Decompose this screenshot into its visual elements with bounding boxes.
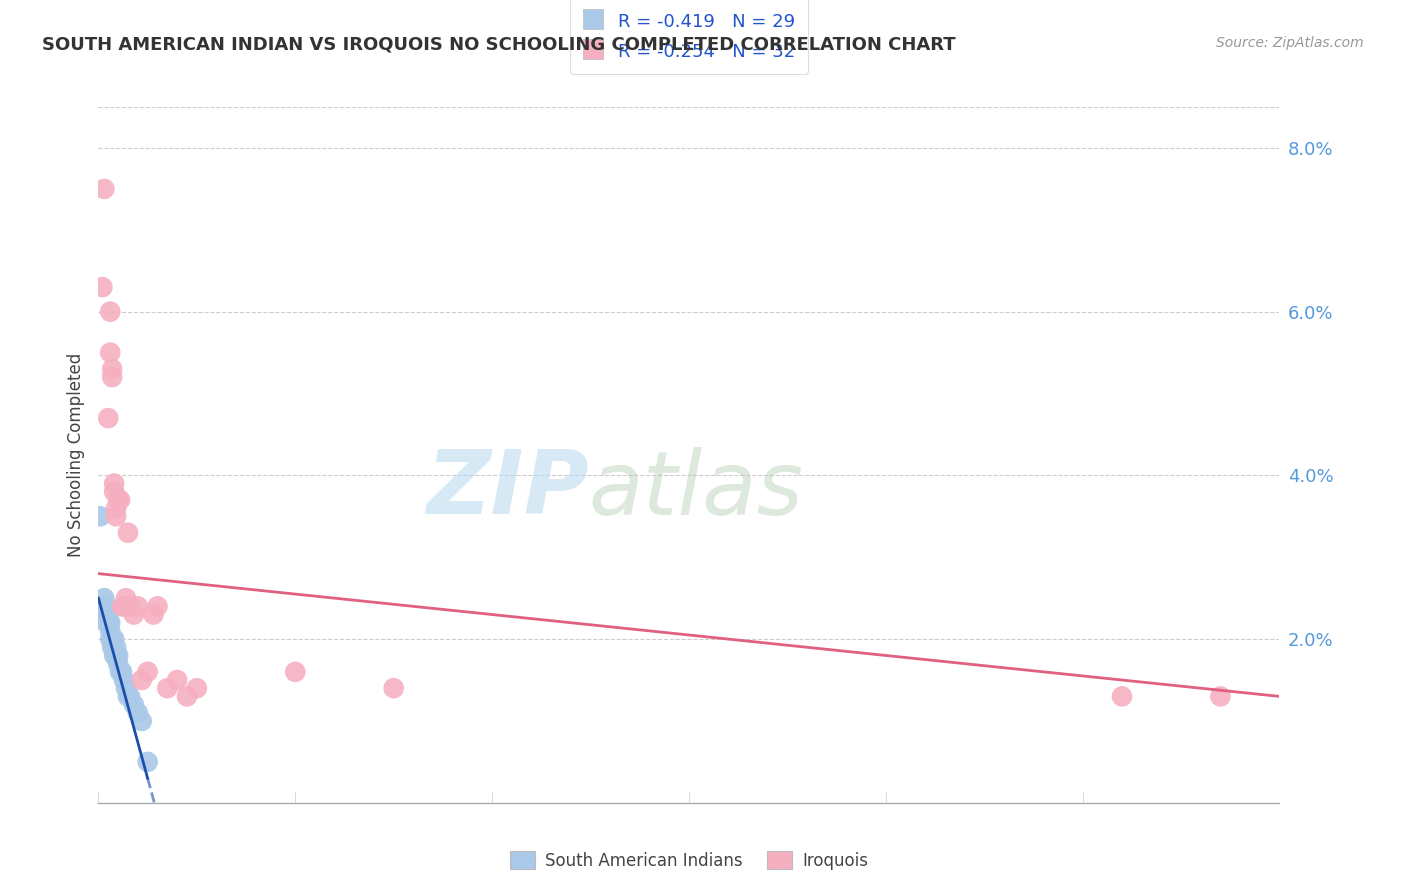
Point <box>101 370 124 384</box>
Point <box>117 525 139 540</box>
Text: ZIP: ZIP <box>426 446 589 533</box>
Point <box>91 607 114 622</box>
Point <box>105 501 128 516</box>
Point <box>101 632 124 646</box>
Text: SOUTH AMERICAN INDIAN VS IROQUOIS NO SCHOOLING COMPLETED CORRELATION CHART: SOUTH AMERICAN INDIAN VS IROQUOIS NO SCH… <box>42 36 956 54</box>
Point <box>127 599 149 614</box>
Point <box>118 690 141 704</box>
Point <box>98 345 121 359</box>
Point <box>93 599 115 614</box>
Point <box>103 648 125 663</box>
Text: Source: ZipAtlas.com: Source: ZipAtlas.com <box>1216 36 1364 50</box>
Point <box>105 648 128 663</box>
Point <box>107 648 129 663</box>
Point <box>136 665 159 679</box>
Point <box>1111 690 1133 704</box>
Point <box>103 632 125 646</box>
Point <box>186 681 208 696</box>
Point <box>97 411 120 425</box>
Point <box>97 615 120 630</box>
Point <box>131 714 153 728</box>
Point <box>1209 690 1232 704</box>
Point <box>98 615 121 630</box>
Point <box>101 640 124 655</box>
Point <box>108 492 131 507</box>
Point <box>112 673 135 687</box>
Point <box>142 607 165 622</box>
Point <box>146 599 169 614</box>
Point <box>96 615 118 630</box>
Point <box>93 182 115 196</box>
Point <box>176 690 198 704</box>
Point <box>105 509 128 524</box>
Point <box>136 755 159 769</box>
Point <box>98 632 121 646</box>
Legend: South American Indians, Iroquois: South American Indians, Iroquois <box>502 843 876 878</box>
Point <box>122 698 145 712</box>
Point <box>166 673 188 687</box>
Point <box>96 607 118 622</box>
Point <box>156 681 179 696</box>
Point <box>115 681 138 696</box>
Point <box>382 681 405 696</box>
Point <box>107 657 129 671</box>
Point <box>118 599 141 614</box>
Point <box>111 665 134 679</box>
Point <box>112 599 135 614</box>
Point <box>107 492 129 507</box>
Point <box>103 484 125 499</box>
Point <box>115 591 138 606</box>
Point <box>101 362 124 376</box>
Point <box>98 624 121 638</box>
Point <box>111 599 134 614</box>
Point <box>284 665 307 679</box>
Point <box>97 607 120 622</box>
Point <box>122 607 145 622</box>
Y-axis label: No Schooling Completed: No Schooling Completed <box>66 353 84 557</box>
Point <box>98 304 121 318</box>
Point <box>89 509 111 524</box>
Point <box>93 591 115 606</box>
Point <box>127 706 149 720</box>
Point <box>131 673 153 687</box>
Point <box>105 640 128 655</box>
Point <box>108 665 131 679</box>
Point <box>91 280 114 294</box>
Point <box>103 476 125 491</box>
Text: atlas: atlas <box>589 447 803 533</box>
Point <box>117 690 139 704</box>
